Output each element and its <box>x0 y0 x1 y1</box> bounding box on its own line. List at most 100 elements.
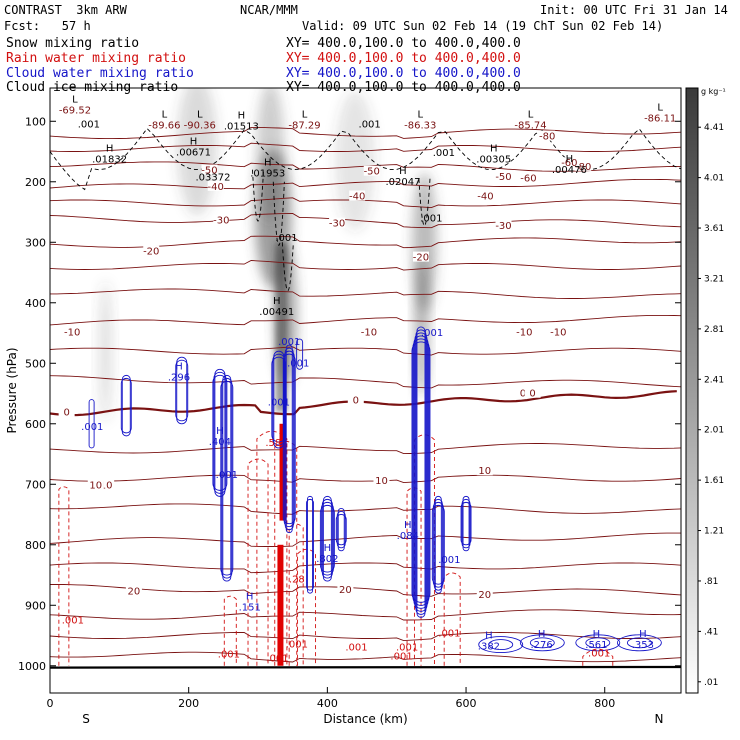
rain-core-lower <box>277 544 284 666</box>
temperature-contour-line <box>50 213 681 229</box>
rain-labels-label: .001 <box>345 643 367 654</box>
temperature-label-bg <box>363 165 380 176</box>
cloud-water-contour <box>336 511 346 549</box>
cloud-water-labels-value: .084 <box>397 531 419 542</box>
temperature-contour-line <box>50 609 681 621</box>
temperature-label: -40 <box>349 192 365 203</box>
temperature-contour-line <box>50 260 681 271</box>
cloud-water-labels-value: .561 <box>585 640 607 651</box>
cloud-water-contour <box>121 374 131 437</box>
cloud-water-contour <box>414 332 428 612</box>
low-marker: L <box>417 110 423 121</box>
y-tick-label: 300 <box>25 236 46 249</box>
colorbar-label: 4.41 <box>704 123 724 133</box>
temperature-label-bg <box>539 130 556 141</box>
temperature-label-bg <box>201 164 218 175</box>
cloud-water-contour <box>320 501 334 576</box>
temperature-label: 0 <box>529 389 535 400</box>
cloud-water-labels-label: .001 <box>81 422 103 433</box>
low-value: -86.33 <box>404 121 436 132</box>
cloud-water-low-contour <box>575 634 621 652</box>
temperature-label-bg <box>516 326 533 337</box>
ice-highs-marker: H <box>190 136 198 147</box>
legend-cloud-water-xy: XY= 400.0,100.0 to 400.0,400.0 <box>286 66 521 81</box>
ice-highs-value: .00476 <box>552 165 587 176</box>
rain-labels-label: .001 <box>396 643 418 654</box>
init-time: Init: 00 UTC Fri 31 Jan 14 <box>540 3 728 17</box>
temperature-contour-line <box>50 651 681 663</box>
colorbar-label: 2.01 <box>704 426 724 436</box>
cloud-water-low-contour <box>488 639 514 651</box>
snow-shade-4 <box>177 88 217 216</box>
cloud-water-labels-marker: H <box>246 591 254 602</box>
temperature-label-bg <box>349 190 366 201</box>
cloud-water-contour <box>120 377 132 434</box>
ice-highs-value: .00671 <box>176 147 211 158</box>
cloud-water-contour <box>214 368 226 497</box>
rain-contours <box>58 430 614 666</box>
low-marker: L <box>657 102 663 113</box>
temperature-label: -20 <box>413 253 429 264</box>
colorbar-label: 1.21 <box>704 527 724 537</box>
cloud-water-contour <box>322 495 332 582</box>
low-value: -86.11 <box>644 113 676 124</box>
cloud-water-labels-marker: H <box>175 361 183 372</box>
ice-highs-label: .03372 <box>195 173 230 184</box>
cloud-water-contour <box>433 498 443 591</box>
x-tick-label: 800 <box>594 697 615 710</box>
cloud-water-contour <box>431 504 445 585</box>
low-value: -89.66 <box>148 121 180 132</box>
temperature-label: -30 <box>329 219 345 230</box>
cloud-water-contour <box>273 350 285 449</box>
y-axis-title: Pressure (hPa) <box>5 347 19 433</box>
low-value: -85.74 <box>514 121 546 132</box>
snow-shade-7 <box>256 88 285 222</box>
model-title: CONTRAST 3km ARW <box>4 3 127 17</box>
temperature-contour-line <box>50 532 681 547</box>
ice-highs-marker: H <box>273 296 281 307</box>
snow-labels-label: .001 <box>359 119 381 130</box>
temperature-label: -80 <box>539 132 555 143</box>
temperature-label-bg <box>476 465 493 476</box>
cloud-water-contour <box>416 326 426 618</box>
cloud-water-labels: H.296.001.001.001.001H.404.001H.084H.802… <box>81 328 654 653</box>
colorbar-label: 2.81 <box>704 325 724 335</box>
cloud-water-contour <box>321 498 333 579</box>
cloud-water-contour <box>222 374 232 582</box>
cloud-water-low-contour <box>585 637 611 649</box>
cloud-water-contour <box>296 338 304 370</box>
x-tick-label: 0 <box>47 697 54 710</box>
cloud-water-labels-marker: H <box>593 629 601 640</box>
legend-snow-label: Snow mixing ratio <box>6 36 140 51</box>
temperature-contour-line <box>50 178 681 190</box>
ice-contour-column <box>281 242 294 292</box>
temperature-label-bg <box>514 387 531 398</box>
snow-labels: .001 .001 .001 .001 .001 <box>78 119 455 244</box>
ice-highs-marker: H <box>264 157 272 168</box>
temperature-label: 0 <box>63 407 69 418</box>
temperature-label-bg <box>207 180 224 191</box>
cloud-water-low-contour <box>626 637 652 649</box>
ice-highs-value: .01513 <box>224 121 259 132</box>
rain-contour <box>582 648 614 666</box>
temperature-label-bg <box>495 220 512 231</box>
temperature-label-bg <box>143 245 160 256</box>
temperature-label: -10 <box>516 328 532 339</box>
cloud-water-labels-marker: H <box>216 426 224 437</box>
colorbar-label: 3.21 <box>704 274 724 284</box>
cloud-water-contour <box>415 329 427 615</box>
cloud-water-contour <box>432 501 444 588</box>
rain-contour <box>413 434 435 666</box>
colorbar: 4.41 4.01 3.61 3.21 2.81 2.41 2.01 1.61 1.21 .81.… <box>685 87 726 694</box>
low-markers: L-69.52 L-89.66L-90.36L-87.29L-86.33L-85.… <box>59 95 676 132</box>
temperature-label-bg <box>412 251 429 262</box>
cloud-water-labels-marker: H <box>404 520 412 531</box>
y-tick-label: 200 <box>25 176 46 189</box>
ice-highs-marker: H <box>566 154 574 165</box>
surface-line <box>50 665 681 669</box>
temperature-contour-line <box>50 443 681 455</box>
cloud-water-labels-value: .353 <box>632 640 654 651</box>
cloud-water-contour <box>306 498 314 591</box>
ice-contour-column <box>252 169 265 222</box>
